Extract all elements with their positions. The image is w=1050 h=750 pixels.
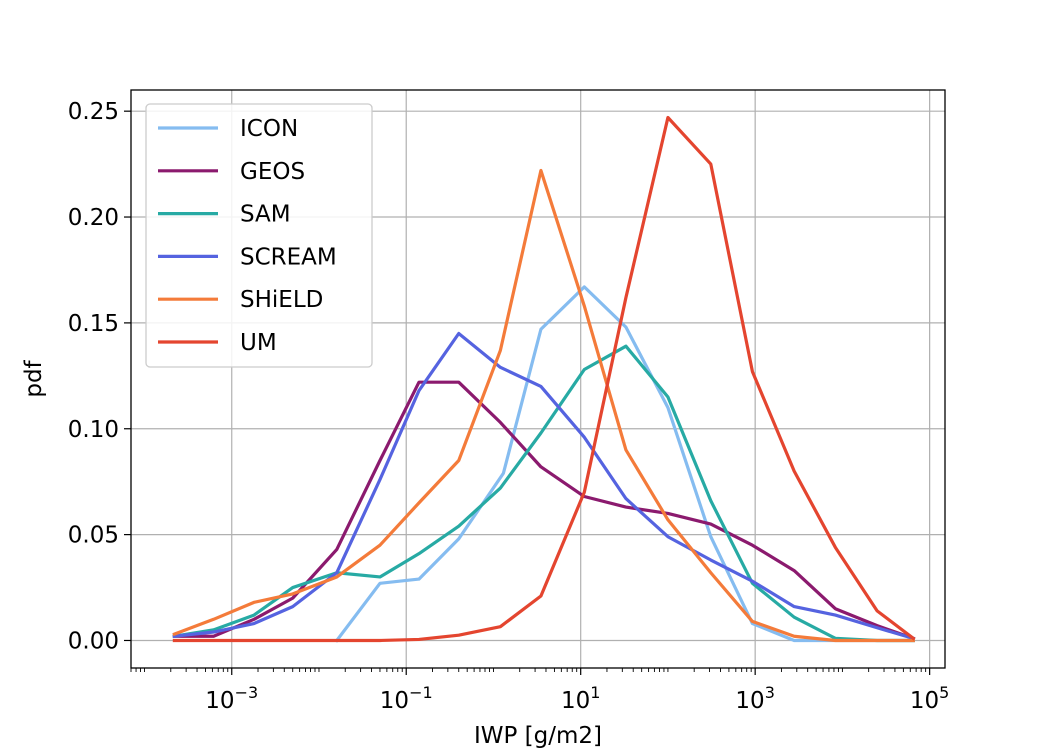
legend-entries: ICON GEOS SAM SCREAM SHiELD UM bbox=[158, 116, 337, 356]
series-line-sam bbox=[172, 344, 915, 643]
x-tick-base: 10 bbox=[735, 688, 764, 714]
y-axis-label: pdf bbox=[21, 359, 47, 397]
x-tick-label: 10−1 bbox=[380, 683, 433, 714]
legend-item-geos: GEOS bbox=[158, 159, 305, 185]
legend-label: SCREAM bbox=[240, 244, 337, 270]
x-tick-exponent: −3 bbox=[235, 683, 259, 702]
tick-layer: 10−3 10−1 101 103 1050.000.050.100.150.200.2… bbox=[68, 99, 950, 714]
y-tick-label: 0.25 bbox=[68, 99, 119, 125]
legend-item-scream: SCREAM bbox=[158, 244, 337, 270]
legend-label: SAM bbox=[240, 202, 291, 228]
x-tick-label: 105 bbox=[910, 683, 949, 714]
legend-item-icon: ICON bbox=[158, 116, 298, 142]
x-axis-label: IWP [g/m2] bbox=[474, 723, 602, 749]
series-line-scream bbox=[172, 331, 916, 641]
legend-label: UM bbox=[240, 330, 277, 356]
x-tick-exponent: −1 bbox=[409, 683, 433, 702]
x-tick-label: 103 bbox=[735, 683, 774, 714]
legend-item-sam: SAM bbox=[158, 202, 291, 228]
x-tick-label: 10−3 bbox=[205, 683, 258, 714]
series-line-geos bbox=[172, 380, 916, 641]
legend: ICON GEOS SAM SCREAM SHiELD UM bbox=[145, 103, 373, 368]
legend-item-um: UM bbox=[158, 330, 277, 356]
y-tick-label: 0.00 bbox=[68, 628, 119, 654]
x-tick-exponent: 5 bbox=[939, 683, 949, 702]
x-tick-base: 10 bbox=[561, 688, 590, 714]
y-tick-label: 0.10 bbox=[68, 417, 119, 443]
x-tick-label: 101 bbox=[561, 683, 600, 714]
y-tick-label: 0.05 bbox=[68, 523, 119, 549]
x-tick-exponent: 3 bbox=[765, 683, 775, 702]
series-line-um bbox=[172, 115, 916, 643]
legend-label: SHiELD bbox=[240, 287, 323, 313]
series-line-shield bbox=[172, 168, 915, 643]
x-tick-base: 10 bbox=[380, 688, 409, 714]
y-tick-label: 0.20 bbox=[68, 205, 119, 231]
legend-label: ICON bbox=[240, 116, 298, 142]
y-tick-label: 0.15 bbox=[68, 311, 119, 337]
plot-frame bbox=[130, 89, 946, 669]
legend-frame bbox=[145, 103, 373, 368]
series-layer bbox=[172, 115, 916, 643]
legend-item-shield: SHiELD bbox=[158, 287, 323, 313]
legend-label: GEOS bbox=[240, 159, 305, 185]
x-tick-base: 10 bbox=[910, 688, 939, 714]
x-tick-base: 10 bbox=[205, 688, 234, 714]
x-tick-exponent: 1 bbox=[590, 683, 600, 702]
